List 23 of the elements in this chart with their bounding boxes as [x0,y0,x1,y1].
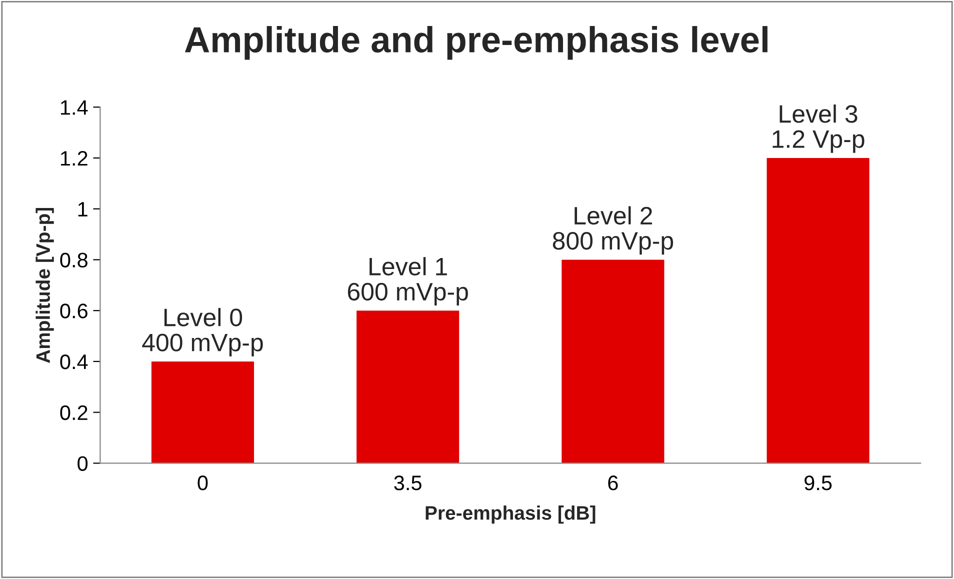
y-tick-label: 1.4 [60,100,88,115]
y-tick-label: 0 [78,456,88,471]
data-label: Level 2 800 mVp-p [552,206,674,255]
bar [562,260,664,464]
bar [766,158,870,464]
data-label: Level 1 600 mVp-p [348,257,468,306]
bar [151,361,254,464]
y-axis-title: Amplitude [Vp-p] [36,208,54,363]
y-tick-label: 0.6 [60,304,88,318]
data-label: Level 0 400 mVp-p [142,308,263,356]
chart-title: Amplitude and pre-emphasis level [184,26,768,60]
x-axis-title: Pre-emphasis [dB] [426,506,596,524]
x-tick-label: 9.5 [804,476,832,490]
x-tick-label: 3.5 [394,476,422,490]
x-tick-label: 0 [198,476,208,490]
y-tick-label: 0.2 [60,405,88,420]
bar [356,310,460,464]
x-tick-label: 6 [608,476,618,490]
data-label: Level 3 1.2 Vp-p [772,104,864,153]
y-tick-label: 0.8 [60,252,88,268]
y-tick-label: 1 [78,202,88,216]
y-tick-label: 1.2 [60,150,88,166]
y-tick-label: 0.4 [60,354,88,370]
